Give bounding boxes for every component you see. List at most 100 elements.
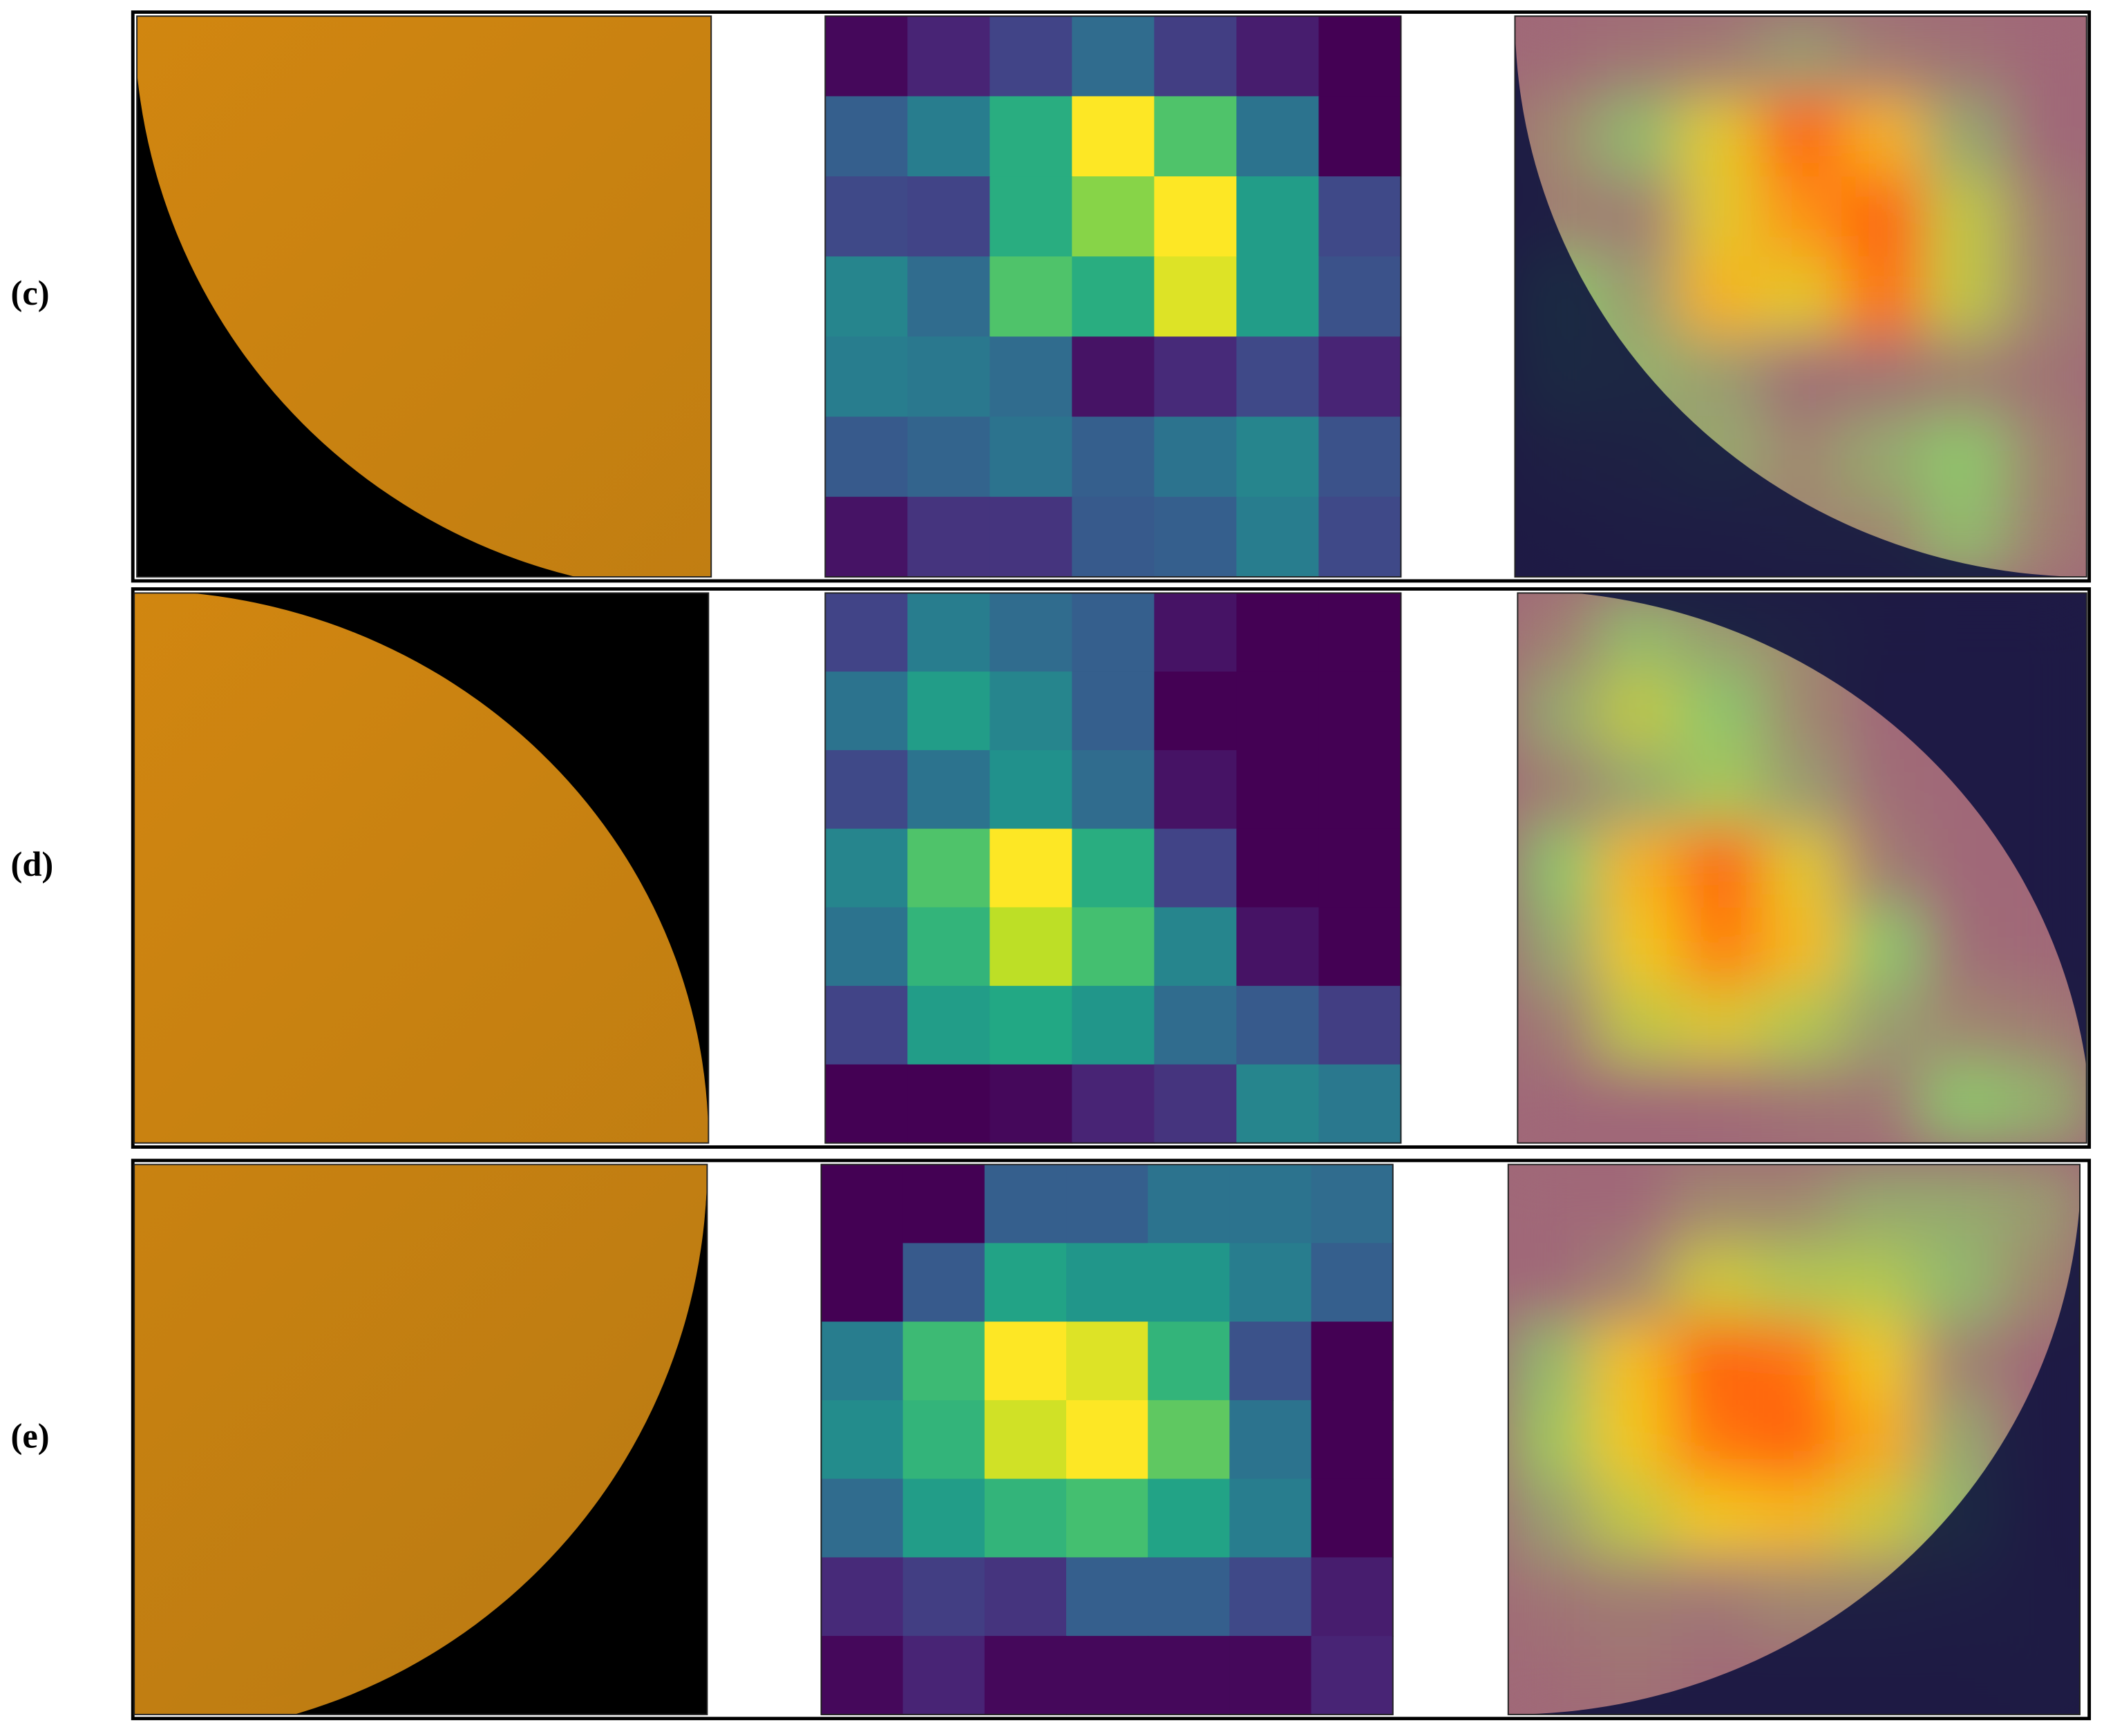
heatmap-cell [907,176,991,258]
heatmap-cell [825,417,909,498]
heatmap-cell [984,1636,1068,1715]
overlay-dark [1515,16,2087,578]
heatmap-cell [902,1243,985,1323]
heatmap-cell [825,593,909,673]
heatmap-cell [1154,750,1238,830]
heatmap-cell [1236,593,1320,673]
heatmap-cell [1066,1557,1149,1637]
heatmap-cell [1072,1064,1155,1144]
heatmap-cell [821,1164,904,1244]
heatmap-cell [1318,1064,1402,1144]
heatmap-cell [1236,828,1320,908]
heatmap-cell [1148,1636,1231,1715]
heatmap-cell [1229,1636,1312,1715]
heatmap-cell [1229,1400,1312,1480]
heatmap-cell [1318,417,1402,498]
image-border [133,592,710,1144]
heatmap-cell [907,256,991,338]
heatmap-cell [821,1322,904,1401]
heatmap-cell [989,907,1073,987]
panel-frame [131,587,2092,1149]
heatmap-cell [1318,907,1402,987]
overlay [1517,593,2087,1143]
heatmap-cell [1148,1243,1231,1323]
panel: (c) [11,10,2092,583]
heatmap-cell [1066,1243,1149,1323]
heatmap-cell [1154,986,1238,1065]
heatmap-cell [907,986,991,1065]
heatmap-cell [989,1064,1073,1144]
heatmap-cell [989,176,1073,258]
heatmap-cell [1154,671,1238,751]
panel-label: (d) [11,845,54,884]
heatmap-cell [825,671,909,751]
heatmap-cell [989,750,1073,830]
heatmap-cell [1066,1164,1149,1244]
heatmap-cell [902,1322,985,1401]
heatmap-cell [984,1243,1068,1323]
panel-frame [131,10,2092,583]
panel-frame [131,1158,2092,1721]
heatmap-cell [1311,1322,1394,1401]
image-border [1507,1163,2081,1715]
heatmap-cell [1318,256,1402,338]
heatmap-cell [1236,16,1320,97]
heatmap-cell [1236,96,1320,178]
heatmap-cell [1318,176,1402,258]
heatmap-cell [1154,256,1238,338]
heatmap-cell [1148,1400,1231,1480]
heatmap-cell [1154,336,1238,418]
heatmap-cell [984,1322,1068,1401]
heatmap-cell [1072,497,1155,578]
panel: (e) [11,1158,2092,1721]
heatmap-cell [821,1636,904,1715]
heatmap-cell [1229,1557,1312,1637]
heatmap-cell [825,750,909,830]
heatmap-cell [825,256,909,338]
heatmap-cell [1072,828,1155,908]
heatmap-cell [1148,1478,1231,1558]
heatmap-cell [1072,96,1155,178]
heatmap-cell [902,1478,985,1558]
heatmap-cell [989,671,1073,751]
heatmap-cell [1236,336,1320,418]
heatmap-cell [1072,593,1155,673]
heatmap-cell [907,96,991,178]
heatmap-cell [1318,96,1402,178]
overlay [1508,1164,2081,1715]
heatmap-cell [1311,1400,1394,1480]
heatmap-cell [989,828,1073,908]
heatmap-cell [825,828,909,908]
heatmap-cell [907,750,991,830]
heatmap-cell [821,1478,904,1558]
heatmap-cell [1318,497,1402,578]
heatmap-cell [1154,16,1238,97]
heatmap-cell [1318,986,1402,1065]
heatmap-cell [907,16,991,97]
heatmap-cell [907,497,991,578]
heatmap-cell [1072,750,1155,830]
heatmap-cell [1236,671,1320,751]
heatmap-cell [989,593,1073,673]
panel: (d) [11,587,2092,1149]
heatmap-cell [907,1064,991,1144]
heatmap-cell [1311,1243,1394,1323]
heatmap-cell [984,1400,1068,1480]
heatmap-cell [1148,1557,1231,1637]
fundus-image [137,16,712,577]
heatmap-cell [1154,907,1238,987]
image-border [824,592,1402,1144]
heatmap-cell [825,986,909,1065]
heatmap-cell [902,1400,985,1480]
heatmap-cell [825,96,909,178]
heatmap-cell [1072,671,1155,751]
heatmap-cell [907,828,991,908]
heatmap-cell [1229,1164,1312,1244]
heatmap-cell [1236,986,1320,1065]
overlay [1515,16,2087,578]
fundus-image [134,1164,708,1715]
image-border [1517,592,2087,1144]
image-border [136,15,712,578]
heatmap-cell [907,593,991,673]
